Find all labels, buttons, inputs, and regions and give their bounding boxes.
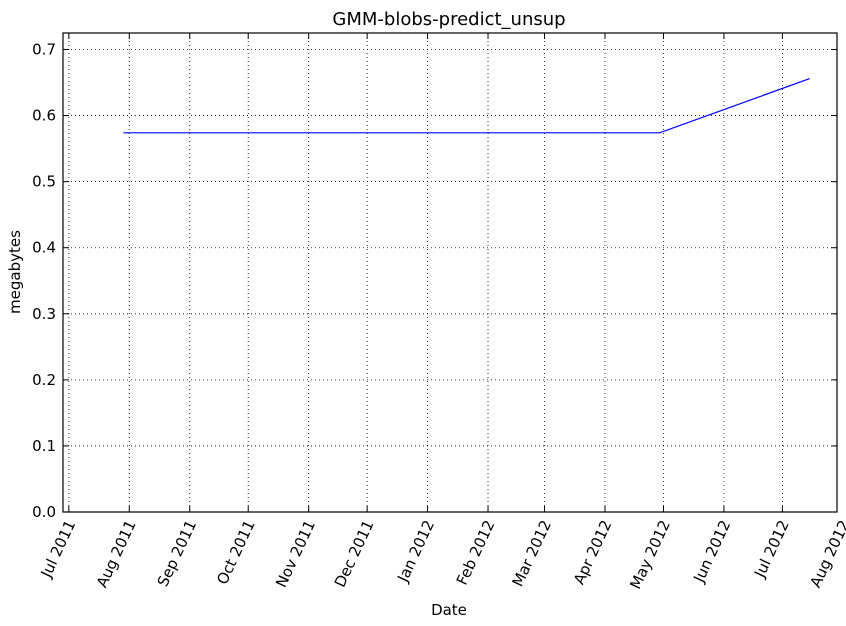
y-tick-label: 0.3 [32,305,56,323]
y-tick-label: 0.5 [32,173,56,191]
y-tick-label: 0.4 [32,239,56,257]
grid [63,33,837,512]
x-axis-label: Date [431,601,467,619]
chart-title: GMM-blobs-predict_unsup [332,9,565,30]
ticks [63,33,837,513]
y-tick-labels: 0.0 0.1 0.2 0.3 0.4 0.5 0.6 0.7 [32,41,56,521]
series-layer [123,78,810,134]
y-tick-label: 0.0 [32,503,56,521]
y-tick-label: 0.7 [32,41,56,59]
series-line [123,78,810,134]
y-axis-label: megabytes [6,230,24,314]
y-tick-label: 0.6 [32,107,56,125]
y-tick-label: 0.1 [32,437,56,455]
y-tick-label: 0.2 [32,371,56,389]
plot-frame [62,32,838,513]
